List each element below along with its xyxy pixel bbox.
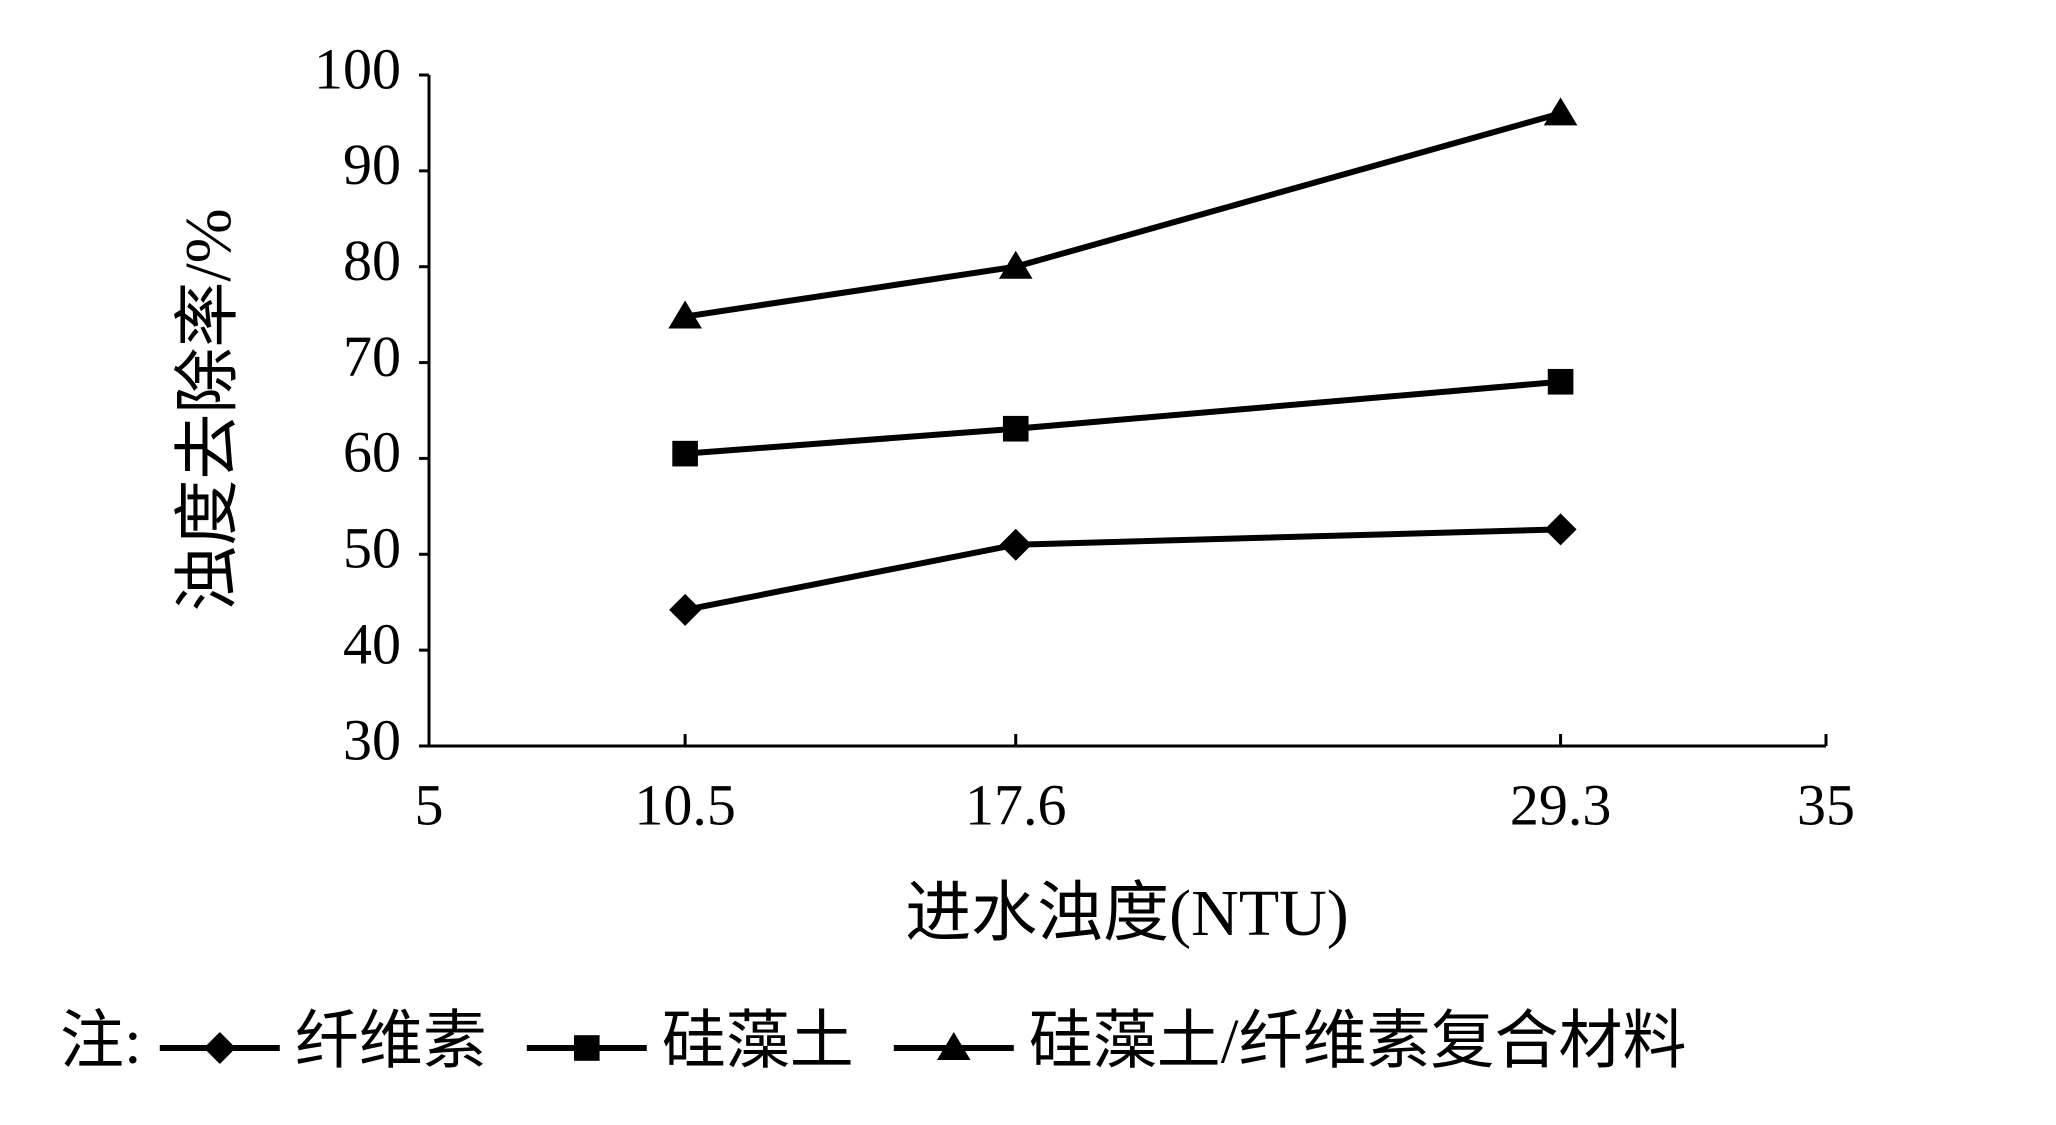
y-tick-label: 50: [343, 516, 401, 581]
y-tick-label: 30: [343, 707, 401, 772]
x-tick-label: 10.5: [634, 772, 736, 837]
x-axis-title: 进水浊度(NTU): [905, 877, 1349, 950]
y-tick-label: 70: [343, 324, 401, 389]
series-line: [684, 110, 1562, 320]
x-tick-label: 29.3: [1510, 772, 1612, 837]
y-tick-label: 80: [343, 228, 401, 293]
marker: [998, 250, 1033, 279]
x-tick-label: 17.6: [965, 772, 1067, 837]
marker: [1543, 97, 1578, 126]
y-tick-label: 100: [314, 36, 401, 101]
y-tick-label: 90: [343, 132, 401, 197]
marker: [1547, 368, 1574, 395]
legend-label: 硅藻土: [662, 1006, 854, 1077]
legend-note: 注:: [60, 1006, 142, 1077]
legend-label: 硅藻土/纤维素复合材料: [1029, 1006, 1687, 1077]
marker: [999, 528, 1032, 561]
y-axis-title: 浊度去除率/%: [172, 208, 245, 611]
x-tick-label: 5: [415, 772, 444, 837]
y-tick-label: 40: [343, 611, 401, 676]
marker: [669, 593, 702, 626]
marker: [672, 440, 698, 467]
marker: [573, 1035, 600, 1061]
x-tick-label: 35: [1797, 772, 1855, 837]
marker: [936, 1032, 971, 1060]
series-line: [684, 526, 1561, 613]
marker: [668, 300, 702, 329]
legend-label: 纤维素: [295, 1006, 487, 1077]
y-tick-label: 60: [343, 420, 401, 485]
marker: [203, 1032, 236, 1064]
marker: [1002, 415, 1029, 442]
series-line: [684, 378, 1561, 457]
marker: [1544, 513, 1577, 546]
